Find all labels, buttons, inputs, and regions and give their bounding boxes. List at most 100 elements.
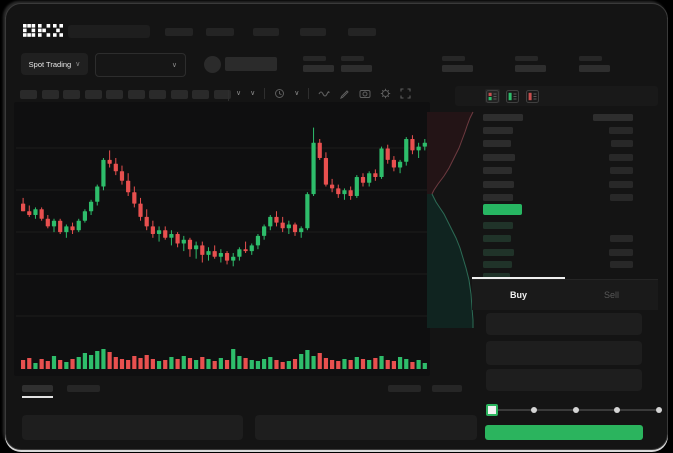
ask-row[interactable] [483, 154, 633, 161]
stat-value-placeholder [442, 65, 473, 72]
bid-row[interactable] [483, 261, 633, 268]
tab-buy[interactable]: Buy [509, 290, 527, 300]
timeframe-button-placeholder[interactable] [20, 90, 37, 99]
stat-group [341, 56, 377, 72]
nav-item-placeholder[interactable] [206, 28, 234, 36]
price-placeholder [483, 222, 513, 229]
chevron-down-icon[interactable]: ∨ [250, 90, 256, 97]
bottom-tab[interactable] [67, 385, 100, 392]
ask-row[interactable] [483, 127, 633, 134]
stat-value-placeholder [579, 65, 610, 72]
nav-item-placeholder[interactable] [300, 28, 326, 36]
fullscreen-icon[interactable] [400, 88, 411, 99]
timeframe-button-placeholder[interactable] [170, 90, 188, 99]
nav-item-placeholder[interactable] [348, 28, 376, 36]
ask-row[interactable] [483, 181, 633, 188]
chevron-down-icon[interactable]: ∨ [294, 90, 300, 97]
toolbar-divider [264, 88, 266, 99]
settings-gear-icon[interactable] [380, 88, 391, 99]
stat-group [303, 56, 339, 72]
stat-group [515, 56, 551, 72]
timeframe-button-placeholder[interactable] [213, 90, 231, 99]
slider-handle[interactable] [486, 404, 498, 416]
toolbar-divider [228, 90, 229, 101]
chevron-down-icon[interactable]: ∨ [236, 90, 242, 97]
volume-chart [21, 349, 427, 369]
price-placeholder [483, 261, 512, 268]
ask-row[interactable] [483, 140, 633, 147]
book-combined-icon[interactable] [485, 89, 500, 103]
stat-group [579, 56, 615, 72]
chart-toolbar-icons: ∨ ∨ ∨ [236, 88, 411, 99]
indicator-wave-icon[interactable] [318, 88, 330, 99]
price-placeholder [483, 167, 512, 174]
bid-row[interactable] [483, 222, 633, 229]
price-placeholder [483, 127, 513, 134]
timeframe-button-placeholder[interactable] [63, 90, 80, 99]
amount-placeholder [611, 140, 633, 147]
bottom-panel-right [255, 415, 477, 440]
bid-row[interactable] [483, 235, 633, 242]
toolbar-divider [308, 88, 310, 99]
amount-field[interactable] [486, 341, 642, 365]
amount-placeholder [610, 194, 633, 201]
bid-row[interactable] [483, 249, 633, 256]
slider-stop-dot[interactable] [614, 407, 621, 413]
book-asks-only-icon[interactable] [525, 89, 540, 103]
price-placeholder [483, 273, 510, 280]
book-bids-only-icon[interactable] [505, 89, 520, 103]
price-placeholder [483, 181, 514, 188]
bid-row[interactable] [483, 273, 633, 280]
timeframe-button-placeholder[interactable] [127, 90, 145, 99]
price-placeholder [483, 249, 514, 256]
amount-placeholder [609, 249, 633, 256]
nav-item-placeholder[interactable] [253, 28, 279, 36]
ask-row[interactable] [483, 194, 633, 201]
amount-placeholder [610, 235, 633, 242]
total-field[interactable] [486, 369, 642, 391]
nav-item-placeholder[interactable] [165, 28, 193, 36]
slider-stop-dot[interactable] [656, 407, 662, 413]
market-type-label: Spot Trading [28, 59, 72, 69]
stat-group [442, 56, 478, 72]
stat-label-placeholder [303, 56, 326, 61]
depth-chart [427, 111, 474, 328]
last-price-bar [483, 204, 522, 215]
bottom-action-placeholder[interactable] [432, 385, 462, 392]
pair-name-placeholder [225, 57, 277, 71]
ask-row[interactable] [483, 167, 633, 174]
timeframe-button-placeholder[interactable] [149, 90, 166, 99]
timeframe-button-placeholder[interactable] [192, 90, 209, 99]
price-placeholder [483, 140, 511, 147]
price-placeholder [483, 194, 513, 201]
ticker-search-placeholder[interactable] [68, 25, 150, 38]
submit-buy-button[interactable] [485, 425, 643, 440]
okx-logo[interactable] [23, 24, 63, 37]
timeframe-button-placeholder[interactable] [106, 90, 123, 99]
camera-icon[interactable] [359, 88, 371, 99]
stat-value-placeholder [303, 65, 334, 72]
buy-sell-tabs: Buy Sell [472, 279, 658, 310]
stat-label-placeholder [442, 56, 465, 61]
interval-clock-icon[interactable] [274, 88, 285, 99]
amount-placeholder [610, 261, 633, 268]
ask-row[interactable] [483, 114, 633, 121]
bottom-tab-underline [22, 396, 53, 398]
tab-sell[interactable]: Sell [603, 290, 619, 300]
bottom-action-placeholder[interactable] [388, 385, 421, 392]
timeframe-button-placeholder[interactable] [84, 90, 102, 99]
amount-placeholder [609, 127, 633, 134]
price-field[interactable] [486, 313, 642, 335]
price-placeholder [483, 154, 515, 161]
pencil-icon[interactable] [339, 88, 350, 99]
timeframe-button-placeholder[interactable] [41, 90, 59, 99]
slider-stop-dot[interactable] [530, 407, 537, 413]
amount-placeholder [609, 181, 633, 188]
price-placeholder [483, 235, 511, 242]
candlestick-chart [16, 127, 428, 317]
bottom-tab-active[interactable] [22, 385, 53, 392]
price-placeholder [483, 114, 523, 121]
pair-selector-dropdown[interactable]: ∨ [95, 53, 186, 77]
slider-stop-dot[interactable] [572, 407, 579, 413]
market-type-selector[interactable]: Spot Trading ∨ [21, 53, 88, 75]
